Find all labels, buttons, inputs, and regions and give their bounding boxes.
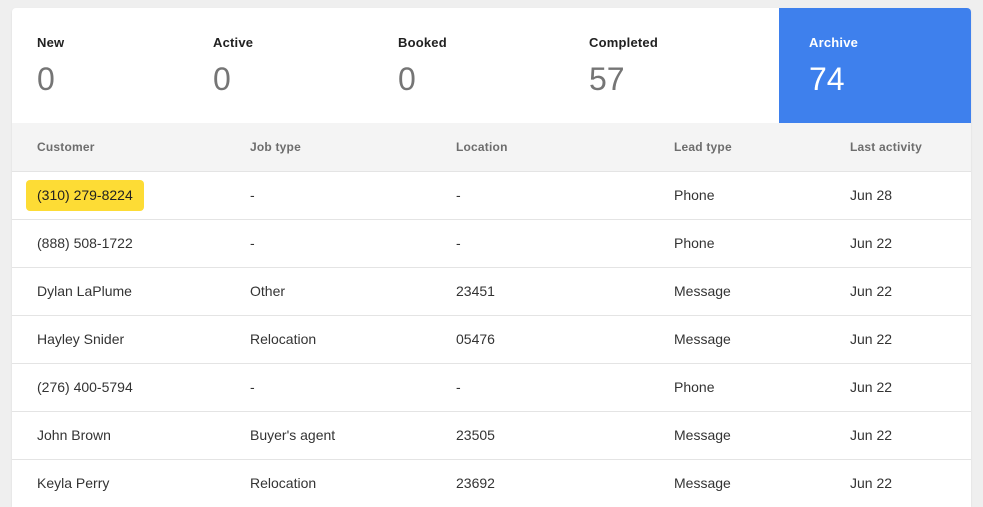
cell-last-activity: Jun 22 [826,314,971,363]
tab-count: 0 [37,61,55,97]
customer-name: Keyla Perry [37,475,110,492]
cell-job-type: Other [226,266,432,315]
cell-location: 05476 [432,314,650,363]
cell-job-type: Relocation [226,458,432,507]
tab-label: Completed [589,35,658,50]
tab-label: Booked [398,35,447,50]
tab-archive[interactable]: Archive 74 [779,8,971,123]
column-header-customer: Customer [12,123,226,171]
leads-table-body: (310) 279-8224 - - Phone Jun 28 (888) 50… [12,170,971,507]
cell-lead-type: Phone [650,362,826,411]
table-row[interactable]: Keyla Perry Relocation 23692 Message Jun… [12,458,971,507]
cell-location: 23692 [432,458,650,507]
tab-active[interactable]: Active 0 [189,8,374,123]
cell-customer: (310) 279-8224 [12,170,226,219]
customer-name: (276) 400-5794 [37,379,133,395]
cell-customer: John Brown [12,410,226,459]
customer-name: Dylan LaPlume [37,283,132,299]
column-header-location: Location [432,123,650,171]
column-header-last-activity: Last activity [826,123,971,171]
cell-lead-type: Message [650,458,826,507]
cell-location: - [432,362,650,411]
cell-lead-type: Message [650,266,826,315]
cell-customer: (888) 508-1722 [12,218,226,267]
cell-last-activity: Jun 22 [826,458,971,507]
cell-last-activity: Jun 22 [826,362,971,411]
customer-name: John Brown [37,427,111,443]
tab-label: Archive [809,35,859,50]
status-tabs: New 0 Active 0 Booked 0 Completed 57 Arc… [12,8,971,123]
tab-count: 0 [398,61,416,97]
column-header-lead-type: Lead type [650,123,826,171]
table-row[interactable]: John Brown Buyer's agent 23505 Message J… [12,410,971,459]
cell-customer: Hayley Snider [12,314,226,363]
leads-card: New 0 Active 0 Booked 0 Completed 57 Arc… [12,8,971,507]
tab-new[interactable]: New 0 [12,8,189,123]
table-header-row: Customer Job type Location Lead type Last ac… [12,123,971,171]
table-row[interactable]: (276) 400-5794 - - Phone Jun 22 [12,362,971,411]
cell-location: 23505 [432,410,650,459]
cell-job-type: Buyer's agent [226,410,432,459]
cell-job-type: Relocation [226,314,432,363]
tab-label: New [37,35,65,50]
cell-customer: (276) 400-5794 [12,362,226,411]
customer-name: Hayley Snider [37,331,125,347]
cell-customer: Keyla Perry [12,458,226,507]
cell-lead-type: Phone [650,170,826,219]
cell-lead-type: Message [650,410,826,459]
tab-count: 74 [809,61,845,97]
tab-count: 57 [589,61,625,97]
table-row[interactable]: Hayley Snider Relocation 05476 Message J… [12,314,971,363]
cell-last-activity: Jun 22 [826,218,971,267]
cell-job-type: - [226,170,432,219]
cell-location: - [432,218,650,267]
cell-lead-type: Phone [650,218,826,267]
cell-location: - [432,170,650,219]
table-row[interactable]: (888) 508-1722 - - Phone Jun 22 [12,218,971,267]
table-row[interactable]: (310) 279-8224 - - Phone Jun 28 [12,170,971,219]
customer-name: (888) 508-1722 [37,235,133,251]
cell-last-activity: Jun 28 [826,170,971,219]
column-header-job-type: Job type [226,123,432,171]
tab-completed[interactable]: Completed 57 [565,8,779,123]
cell-last-activity: Jun 22 [826,410,971,459]
cell-job-type: - [226,362,432,411]
tab-label: Active [213,35,254,50]
cell-last-activity: Jun 22 [826,266,971,315]
tab-booked[interactable]: Booked 0 [374,8,565,123]
customer-name: (310) 279-8224 [26,179,144,211]
table-row[interactable]: Dylan LaPlume Other 23451 Message Jun 22 [12,266,971,315]
tab-count: 0 [213,61,231,97]
cell-location: 23451 [432,266,650,315]
cell-lead-type: Message [650,314,826,363]
cell-job-type: - [226,218,432,267]
cell-customer: Dylan LaPlume [12,266,226,315]
leads-table: Customer Job type Location Lead type Last ac… [12,123,971,507]
